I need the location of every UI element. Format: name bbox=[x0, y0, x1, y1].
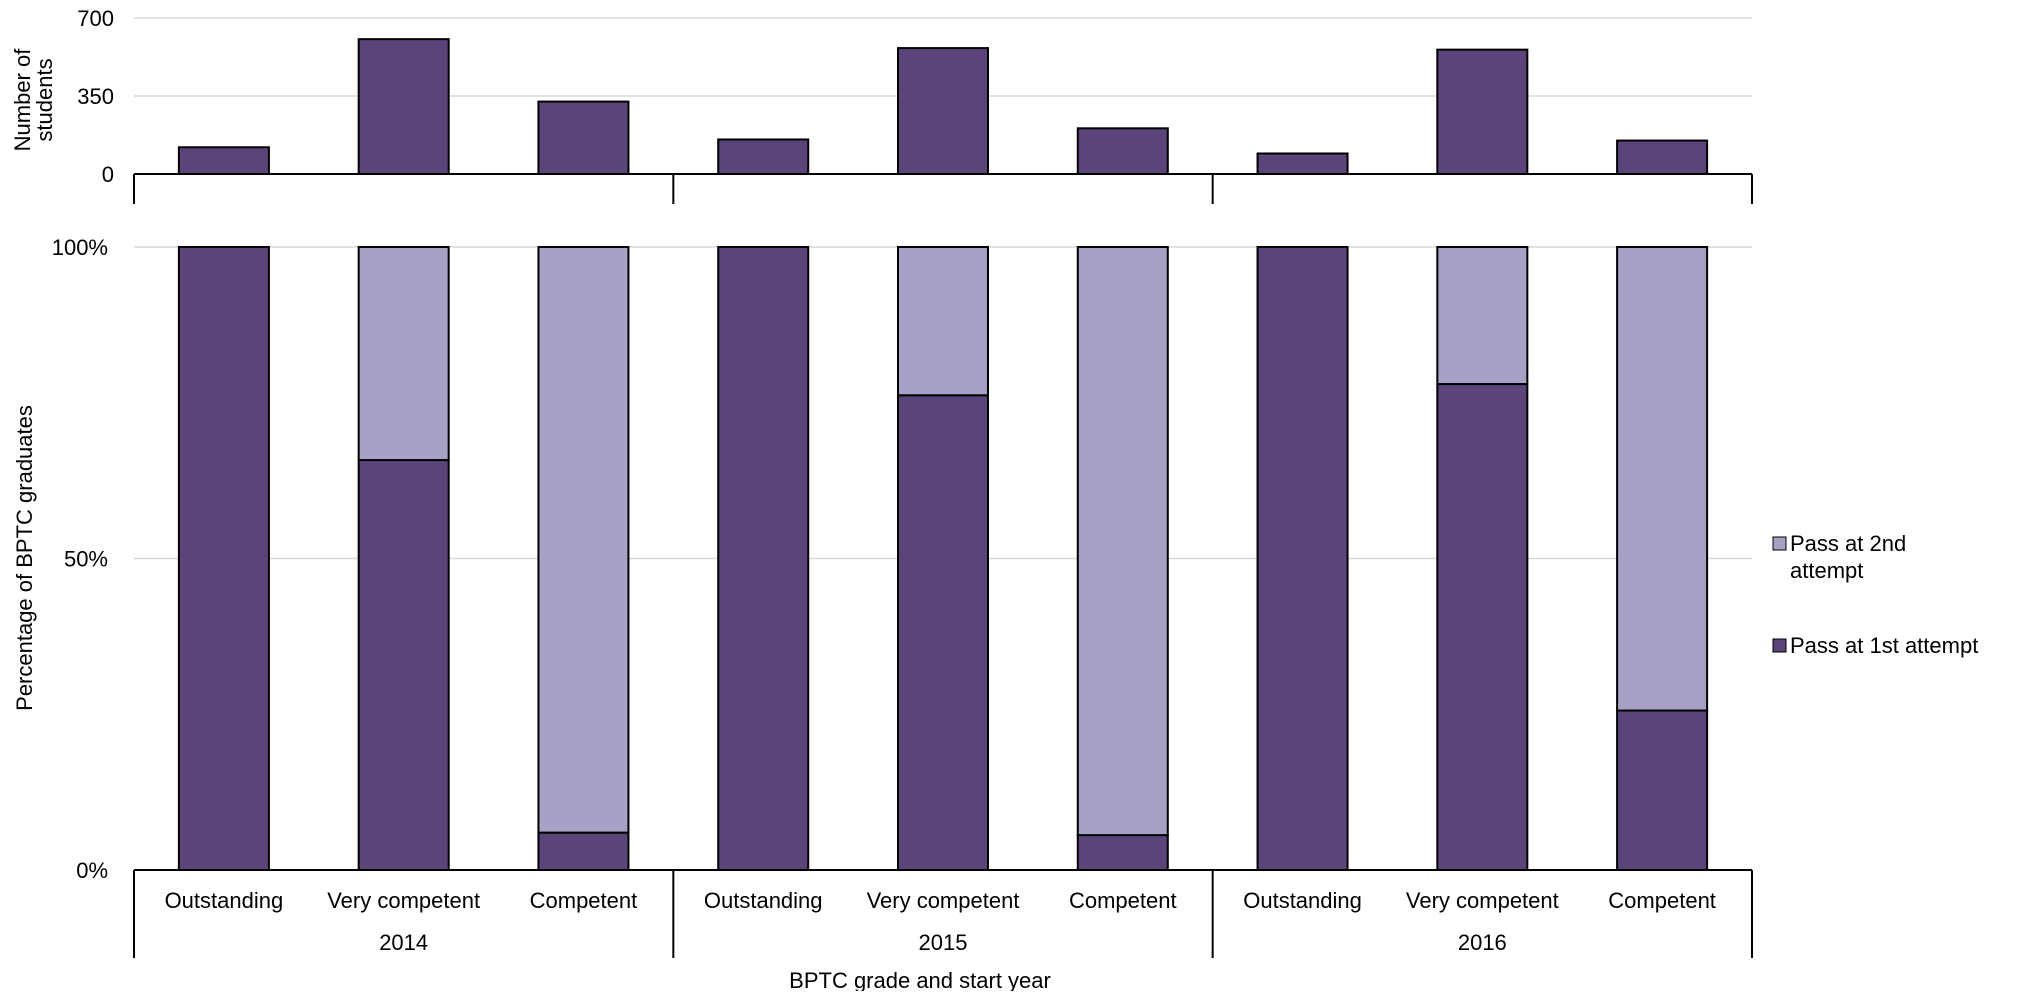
legend-label: attempt bbox=[1790, 558, 1863, 583]
bar-segment-first-attempt bbox=[1437, 384, 1527, 870]
legend-label: Pass at 2nd bbox=[1790, 531, 1906, 556]
bar-segment-first-attempt bbox=[1078, 835, 1168, 870]
y-axis-title: Percentage of BPTC graduates bbox=[12, 405, 37, 711]
category-label: Competent bbox=[530, 888, 638, 913]
x-axis-title: BPTC grade and start year bbox=[789, 968, 1051, 991]
bar bbox=[898, 48, 988, 174]
bar-segment-second-attempt bbox=[898, 247, 988, 395]
legend-label: Pass at 1st attempt bbox=[1790, 633, 1978, 658]
category-label: Outstanding bbox=[1243, 888, 1362, 913]
bar-segment-first-attempt bbox=[898, 395, 988, 870]
bar-segment-first-attempt bbox=[1258, 247, 1348, 870]
y-tick-label: 100% bbox=[52, 235, 108, 260]
group-label: 2016 bbox=[1458, 930, 1507, 955]
category-label: Very competent bbox=[1406, 888, 1559, 913]
category-label: Very competent bbox=[867, 888, 1020, 913]
bar-segment-first-attempt bbox=[359, 460, 449, 870]
y-tick-label: 50% bbox=[64, 547, 108, 572]
bar bbox=[1258, 153, 1348, 174]
bar bbox=[1078, 128, 1168, 174]
bar-segment-second-attempt bbox=[538, 247, 628, 833]
legend-swatch bbox=[1773, 537, 1786, 550]
legend-swatch bbox=[1773, 639, 1786, 652]
bar bbox=[359, 39, 449, 174]
y-tick-label: 350 bbox=[77, 84, 114, 109]
bar-segment-first-attempt bbox=[538, 833, 628, 870]
bar bbox=[179, 147, 269, 174]
y-axis-title: students bbox=[32, 58, 57, 141]
category-label: Outstanding bbox=[165, 888, 284, 913]
group-label: 2014 bbox=[379, 930, 428, 955]
group-label: 2015 bbox=[919, 930, 968, 955]
bar-segment-second-attempt bbox=[1078, 247, 1168, 835]
bar bbox=[538, 102, 628, 174]
category-label: Outstanding bbox=[704, 888, 823, 913]
bar bbox=[718, 139, 808, 174]
bar-segment-first-attempt bbox=[1617, 711, 1707, 870]
category-label: Competent bbox=[1069, 888, 1177, 913]
bar-segment-first-attempt bbox=[718, 247, 808, 870]
category-label: Competent bbox=[1608, 888, 1716, 913]
bar bbox=[1617, 141, 1707, 174]
bar-segment-first-attempt bbox=[179, 247, 269, 870]
y-tick-label: 0 bbox=[102, 162, 114, 187]
bar-segment-second-attempt bbox=[359, 247, 449, 460]
y-tick-label: 0% bbox=[76, 858, 108, 883]
bar-segment-second-attempt bbox=[1617, 247, 1707, 711]
bar bbox=[1437, 50, 1527, 174]
category-label: Very competent bbox=[327, 888, 480, 913]
y-tick-label: 700 bbox=[77, 6, 114, 31]
bar-segment-second-attempt bbox=[1437, 247, 1527, 384]
